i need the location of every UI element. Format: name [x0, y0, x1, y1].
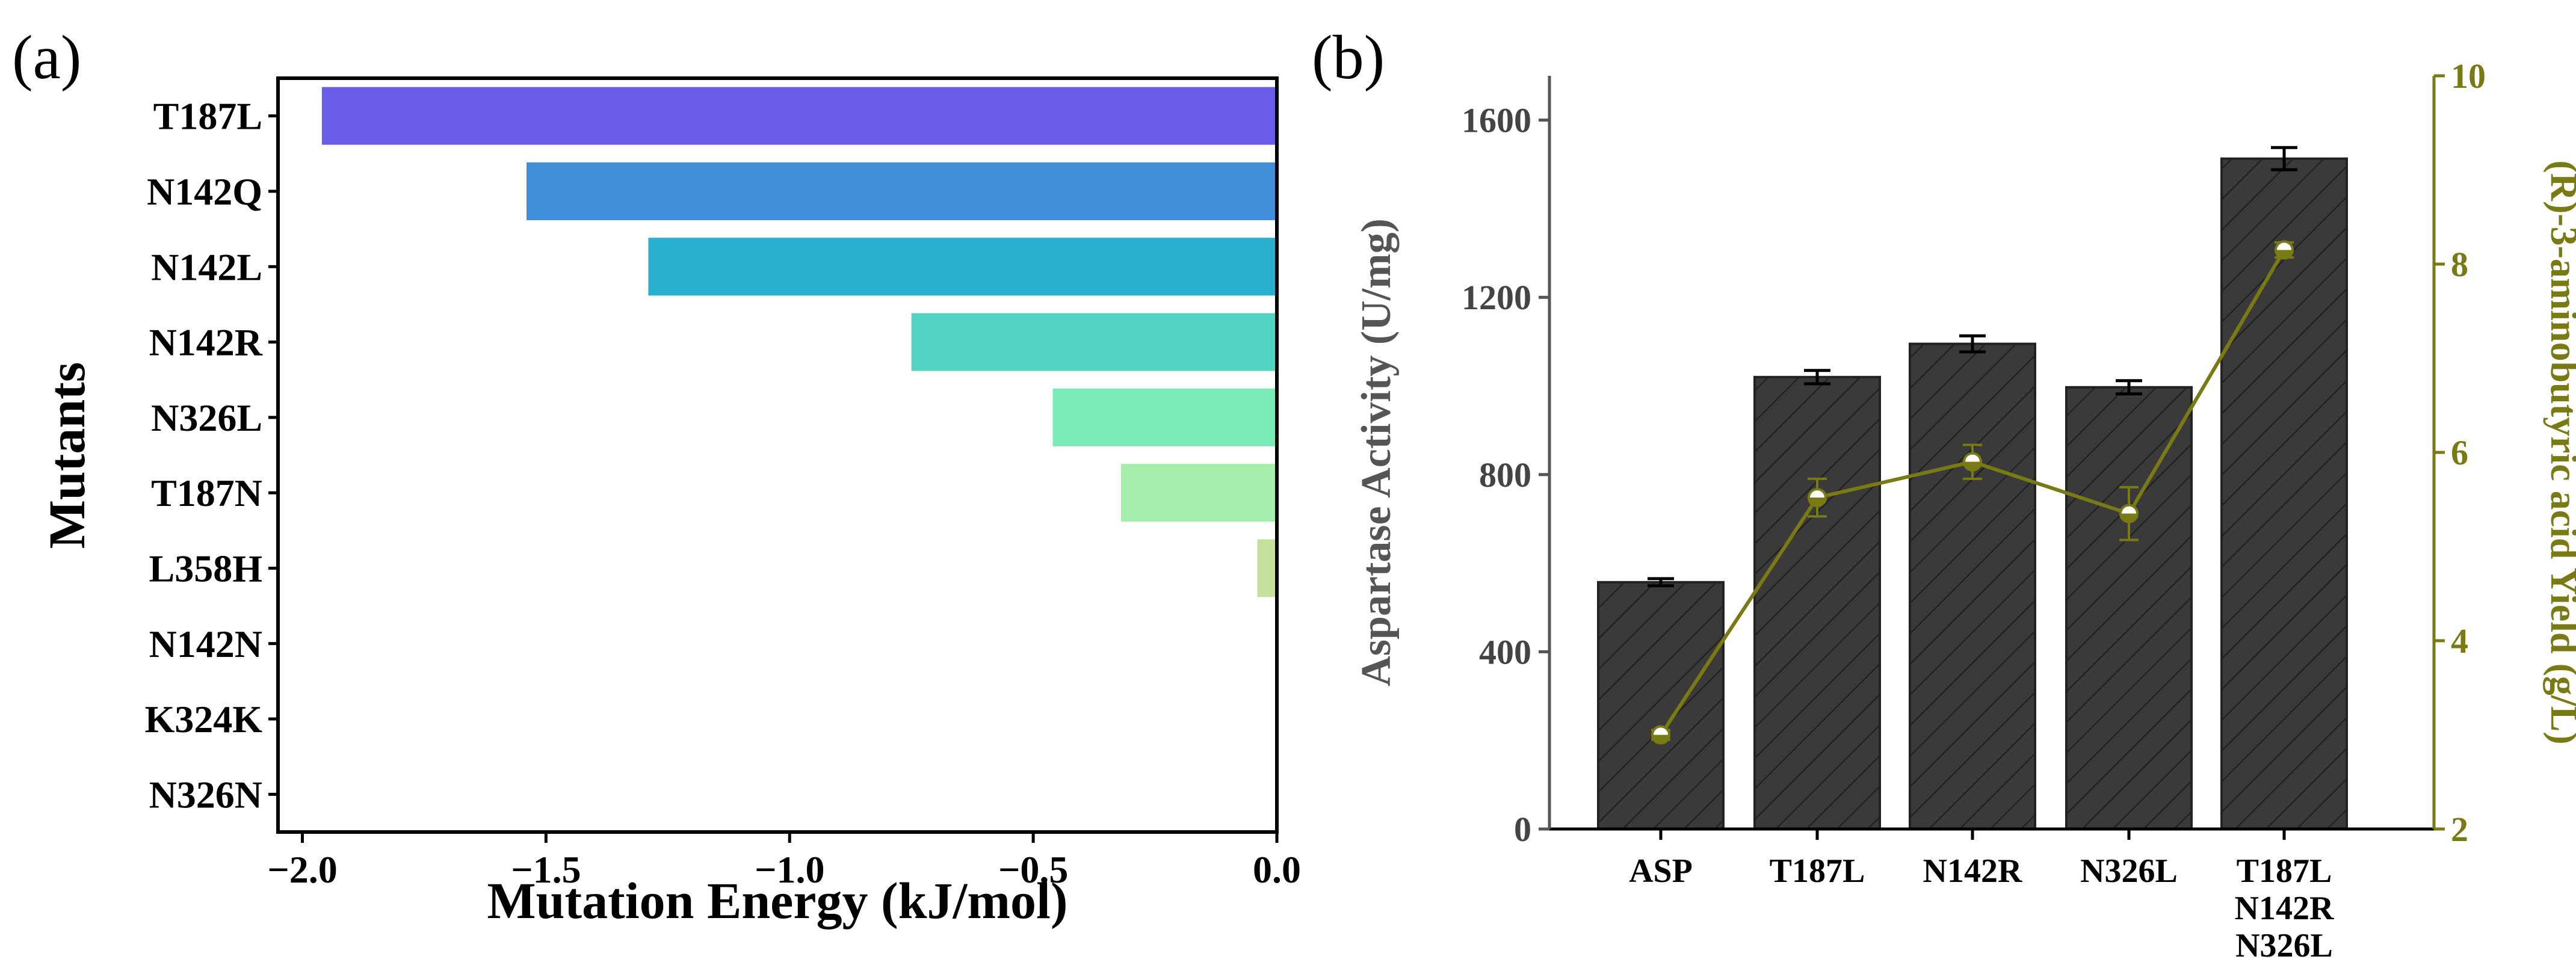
right-tick-label: 6 [2451, 433, 2468, 472]
panel-a-y-axis-title: Mutants [38, 362, 96, 549]
category-label-ASP: ASP [1629, 852, 1693, 890]
x-tick-label: −2.0 [267, 848, 337, 891]
category-label-T187L: T187L [153, 95, 262, 138]
category-label-N326N: N326N [149, 773, 262, 816]
right-tick-label: 2 [2451, 810, 2468, 849]
category-label-N142R: N142R [149, 321, 263, 364]
category-label-N142R: N142R [1923, 852, 2022, 890]
category-label-N142Q: N142Q [147, 170, 262, 213]
activity-bar-1 [1753, 375, 1881, 830]
category-label-T187L: T187L [1770, 852, 1865, 890]
left-tick-label: 800 [1479, 455, 1531, 495]
bar-T187L [321, 87, 1277, 145]
activity-bar-4 [2220, 157, 2348, 831]
panel-a-bars [321, 87, 1277, 597]
panel-a-categories: T187L N142Q N142L N142R N326L T187N L358H N142N… [144, 95, 278, 816]
x-tick-label: −0.5 [998, 848, 1068, 891]
bar-N142Q [526, 162, 1277, 220]
panel-a-label: (a) [12, 23, 81, 92]
bar-L358H [1257, 539, 1277, 597]
category-label-N142R: N142R [2235, 890, 2334, 927]
panel-b-label: (b) [1312, 23, 1385, 92]
category-label-N326L: N326L [151, 396, 262, 439]
yield-marker-3 [2119, 504, 2139, 523]
category-label-N142L: N142L [151, 245, 262, 288]
panel-b-bars [1597, 157, 2348, 831]
panel-b-bar-error-bars [1648, 146, 2297, 588]
panel-b-right-axis-title: (R)-3-aminobutyric acid Yield (g/L) [2543, 160, 2576, 744]
left-tick-label: 1200 [1462, 278, 1531, 317]
activity-bar-3 [2065, 386, 2193, 830]
bar-N142R [911, 313, 1277, 371]
right-tick-label: 4 [2451, 621, 2468, 661]
left-tick-label: 1600 [1462, 101, 1531, 140]
yield-marker-0 [1651, 725, 1670, 745]
bar-T187N [1120, 464, 1277, 522]
category-label-L358H: L358H [149, 547, 262, 590]
category-label-K324K: K324K [144, 698, 262, 741]
bar-N326L [1052, 388, 1277, 446]
activity-bar-2 [1909, 342, 2036, 830]
activity-bar-0 [1597, 581, 1725, 830]
yield-marker-2 [1963, 452, 1982, 472]
panel-a-x-ticks: −2.0 −1.5 −1.0 −0.5 0.0 [267, 832, 1301, 891]
category-label-T187L: T187L [2237, 852, 2332, 890]
panel-b-left-ticks: 0 400 800 1200 1600 [1462, 101, 1549, 849]
yield-marker-4 [2275, 240, 2294, 260]
left-tick-label: 400 [1479, 632, 1531, 671]
x-tick-label: −1.0 [755, 848, 824, 891]
x-tick-label: −1.5 [511, 848, 581, 891]
bar-N142L [648, 238, 1277, 296]
panel-b-right-ticks: 2 4 6 8 10 [2434, 57, 2486, 849]
right-tick-label: 8 [2451, 245, 2468, 284]
category-label-N326L: N326L [2080, 852, 2178, 890]
category-label-T187N: T187N [151, 472, 262, 514]
category-label-N326L: N326L [2235, 927, 2333, 964]
panel-b-left-axis-title: Aspartase Activity (U/mg) [1353, 218, 1400, 686]
yield-marker-1 [1808, 488, 1827, 508]
panel-b-yield-line [1651, 240, 2294, 745]
x-tick-label: 0.0 [1253, 848, 1301, 891]
panel-a-x-axis-title: Mutation Energy (kJ/mol) [487, 872, 1067, 929]
right-tick-label: 10 [2451, 57, 2486, 96]
left-tick-label: 0 [1514, 810, 1531, 849]
category-label-N142N: N142N [149, 623, 262, 665]
panel-a: (a) −2.0 −1.5 −1.0 −0.5 0.0 T187L N142Q N142L N… [12, 23, 1301, 929]
panel-a-frame [276, 76, 1279, 834]
